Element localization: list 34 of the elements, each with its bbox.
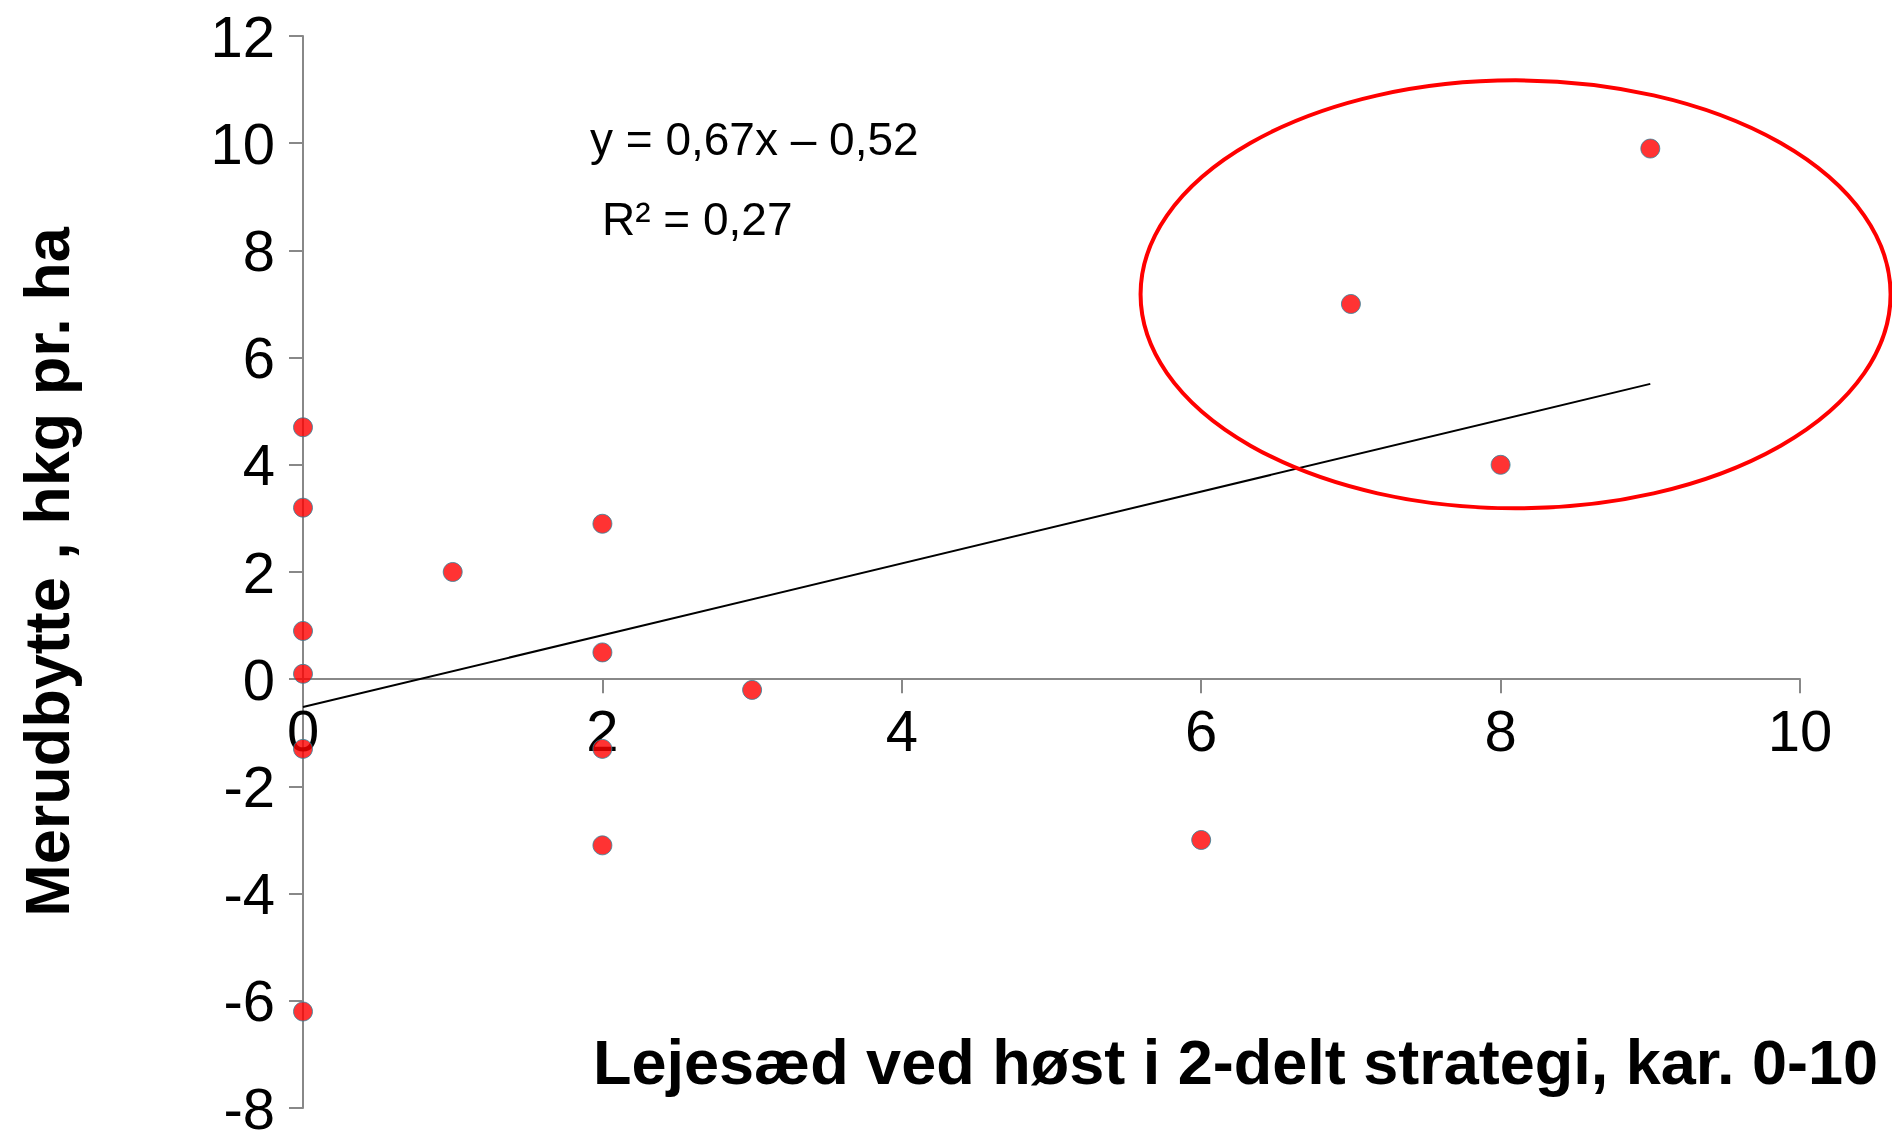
point [293, 620, 313, 641]
point [1340, 294, 1361, 314]
x-tick-label: 8 [1484, 697, 1517, 763]
point [592, 835, 613, 856]
y-tick-label: 4 [242, 432, 275, 498]
annotation: R² = 0,27 [602, 193, 793, 245]
point [1191, 830, 1212, 850]
y-axis-title: Merudbytte , hkg pr. ha [11, 226, 82, 917]
point [293, 663, 313, 684]
y-tick-label: -6 [223, 968, 275, 1034]
y-tick-label: 0 [242, 646, 275, 712]
point [592, 642, 613, 663]
y-tick-label: 8 [242, 217, 275, 283]
y-tick-label: 10 [210, 110, 275, 176]
point [293, 497, 313, 518]
y-tick-label: -2 [223, 753, 275, 819]
point [1640, 138, 1661, 159]
x-tick-label: 4 [885, 697, 918, 763]
point [293, 417, 313, 438]
y-tick-label: 6 [242, 325, 275, 391]
point [592, 513, 613, 534]
point [742, 679, 763, 700]
point [293, 1001, 313, 1022]
point [442, 562, 463, 582]
y-tick-label: 2 [242, 539, 275, 605]
x-tick-label: 6 [1185, 697, 1218, 763]
annotation: y = 0,67x – 0,52 [590, 113, 919, 165]
y-tick-label: -4 [223, 861, 275, 927]
point [1490, 454, 1511, 475]
x-tick-label: 0 [286, 697, 320, 763]
x-tick-label: 10 [1767, 697, 1833, 763]
y-tick-label: -8 [223, 1075, 275, 1140]
x-axis-title: Lejesæd ved høst i 2-delt strategi, kar. 0-10 [593, 1026, 1879, 1097]
y-tick-label: 12 [210, 3, 275, 69]
